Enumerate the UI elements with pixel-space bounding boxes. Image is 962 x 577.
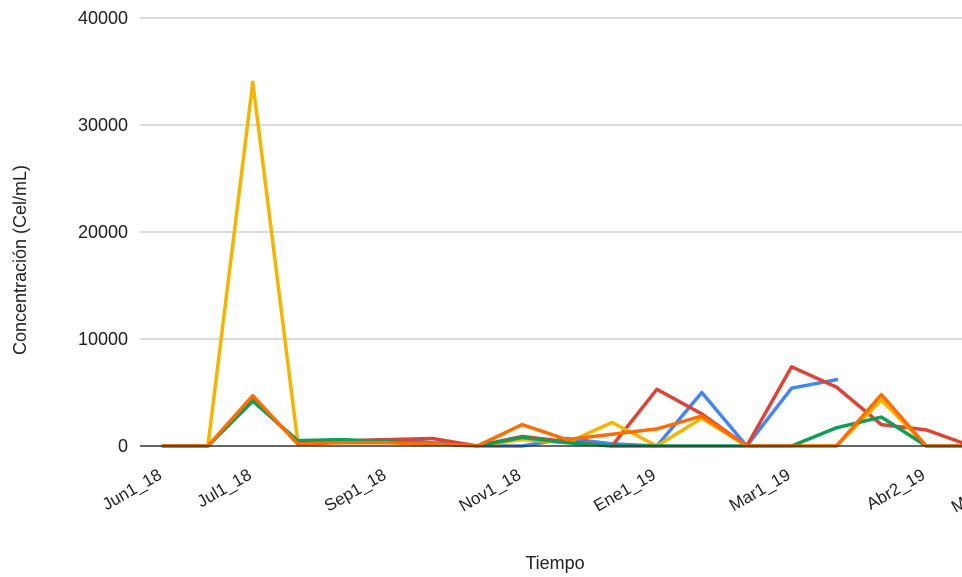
- x-tick-label: Jul1_18: [194, 465, 255, 511]
- series-lines: [161, 80, 962, 448]
- x-tick-label: Ene1_19: [590, 465, 658, 515]
- y-tick-label: 30000: [78, 115, 128, 135]
- y-tick-label: 40000: [78, 8, 128, 28]
- y-axis-ticks: 0 10000 20000 30000 40000: [78, 8, 128, 456]
- x-tick-label: Sep1_18: [321, 465, 389, 515]
- series-line-2: [161, 365, 962, 448]
- y-tick-label: 0: [118, 436, 128, 456]
- y-axis-title: Concentración (Cel/mL): [10, 165, 30, 355]
- series-line-5: [161, 392, 962, 448]
- x-axis-title: Tiempo: [525, 553, 584, 573]
- x-axis-ticks: Jun1_18 Jul1_18 Sep1_18 Nov1_18 Ene1_19 Mar1_…: [99, 465, 962, 516]
- y-tick-label: 20000: [78, 222, 128, 242]
- x-tick-label: Nov1_18: [456, 465, 524, 515]
- x-tick-label: May2_19: [948, 465, 962, 516]
- x-tick-label: Abr2_19: [863, 465, 928, 514]
- y-tick-label: 10000: [78, 329, 128, 349]
- x-tick-label: Mar1_19: [726, 465, 794, 515]
- x-tick-label: Jun1_18: [99, 465, 165, 514]
- gridlines: [140, 17, 962, 340]
